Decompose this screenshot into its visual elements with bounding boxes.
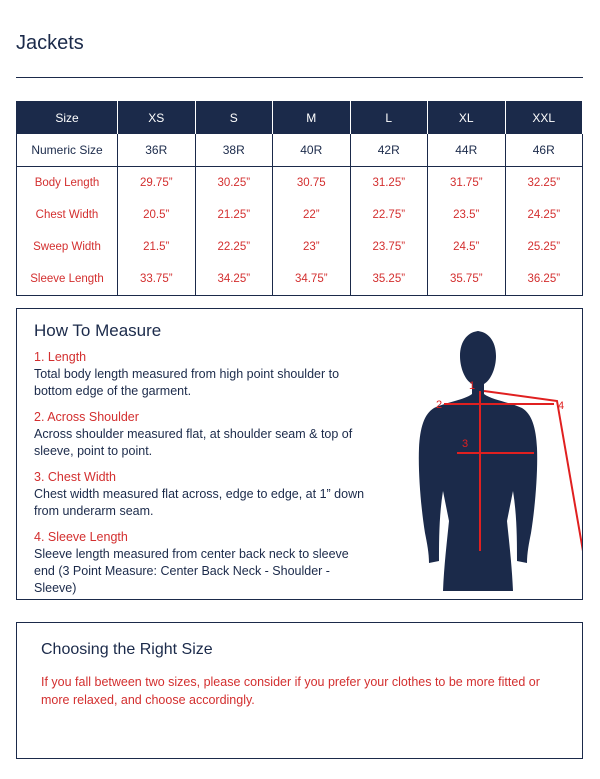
- table-cell: 33.75”: [117, 263, 195, 296]
- table-cell: 34.75”: [272, 263, 350, 296]
- table-cell: 22.25”: [194, 231, 273, 263]
- table-cell: Chest Width: [16, 199, 118, 231]
- table-cell: 30.25”: [194, 166, 273, 199]
- figure-label: 1: [469, 380, 475, 392]
- item-heading: 3. Chest Width: [34, 470, 116, 484]
- table-cell: 40R: [272, 134, 350, 167]
- section-title: How To Measure: [34, 321, 162, 340]
- table-cell: 35.75”: [427, 263, 505, 296]
- figure-label: 2: [436, 399, 442, 411]
- size-table: Size XS S M L XL XXL Numeric Size 36R 38R 40R 42R 44…: [16, 101, 583, 296]
- table-cell: 34.25”: [194, 263, 273, 296]
- item-text: Total body length measured from high poi…: [34, 367, 340, 398]
- header-row: Size XS S M L XL XXL: [16, 101, 583, 134]
- table-cell: Body Length: [16, 166, 118, 199]
- item-text: Chest width measured flat across, edge t…: [34, 487, 365, 518]
- item-text: Across shoulder measured flat, at should…: [34, 427, 353, 458]
- how-to-measure: How To Measure 1. Length Total body lengt…: [16, 308, 583, 600]
- table-cell: 32.25”: [504, 166, 583, 199]
- table-cell: 38R: [194, 134, 273, 167]
- figure-label: 3: [462, 438, 468, 450]
- table-cell: 22.75”: [349, 199, 428, 231]
- item-heading: 4. Sleeve Length: [34, 530, 128, 544]
- measure-item: 1. Length Total body length measured from…: [34, 349, 369, 400]
- table-cell: 35.25”: [349, 263, 428, 296]
- table-cell: 24.5”: [427, 231, 505, 263]
- table-cell: 23”: [272, 231, 350, 263]
- table-cell: 24.25”: [504, 199, 583, 231]
- table-cell: Sleeve Length: [16, 263, 118, 296]
- measure-item: 3. Chest Width Chest width measured flat …: [34, 469, 369, 520]
- body-figure: 1 2 3 4: [418, 331, 582, 591]
- table-cell: 42R: [349, 134, 428, 167]
- item-heading: 1. Length: [34, 350, 87, 364]
- item-text: Sleeve length measured from center back …: [34, 547, 349, 595]
- table-row: Sweep Width 21.5” 22.25” 23” 23.75” 24.5” 25.2…: [16, 231, 583, 263]
- figure-label: 4: [558, 400, 564, 412]
- table-cell: 31.75”: [427, 166, 505, 199]
- table-cell: 46R: [504, 134, 583, 167]
- table-cell: 25.25”: [504, 231, 583, 263]
- table-row: Chest Width 20.5” 21.25” 22” 22.75” 23.5” 24.2…: [16, 199, 583, 231]
- table-cell: 29.75”: [117, 166, 195, 199]
- table-cell: Numeric Size: [16, 134, 118, 167]
- item-heading: 2. Across Shoulder: [34, 410, 139, 424]
- table-cell: 22”: [272, 199, 350, 231]
- table-cell: 30.75: [272, 166, 350, 199]
- table-row: Numeric Size 36R 38R 40R 42R 44R 46R: [16, 134, 583, 167]
- page-title: Jackets: [16, 32, 84, 54]
- table-cell: Sweep Width: [16, 231, 118, 263]
- choosing-size: Choosing the Right Size If you fall betw…: [16, 622, 583, 759]
- header-cell: M: [272, 101, 351, 134]
- table-cell: 21.25”: [194, 199, 273, 231]
- header-cell: XS: [117, 101, 196, 134]
- header-cell: XXL: [505, 101, 583, 134]
- divider: [16, 77, 583, 78]
- table-cell: 21.5”: [117, 231, 195, 263]
- measure-item: 4. Sleeve Length Sleeve length measured f…: [34, 529, 369, 597]
- header-cell: S: [195, 101, 273, 134]
- table-cell: 36R: [117, 134, 195, 167]
- table-cell: 23.5”: [427, 199, 505, 231]
- measure-item: 2. Across Shoulder Across shoulder measur…: [34, 409, 369, 460]
- header-cell: XL: [427, 101, 506, 134]
- table-cell: 36.25”: [504, 263, 583, 296]
- table-row: Sleeve Length 33.75” 34.25” 34.75” 35.25” 35.…: [16, 263, 583, 296]
- table-cell: 23.75”: [349, 231, 428, 263]
- header-cell: L: [350, 101, 428, 134]
- table-row: Body Length 29.75” 30.25” 30.75 31.25” 31.75”…: [16, 166, 583, 199]
- table-cell: 20.5”: [117, 199, 195, 231]
- header-cell: Size: [16, 101, 118, 134]
- table-cell: 44R: [427, 134, 505, 167]
- section-text: If you fall between two sizes, please co…: [41, 675, 540, 707]
- table-cell: 31.25”: [349, 166, 428, 199]
- section-title: Choosing the Right Size: [41, 641, 213, 658]
